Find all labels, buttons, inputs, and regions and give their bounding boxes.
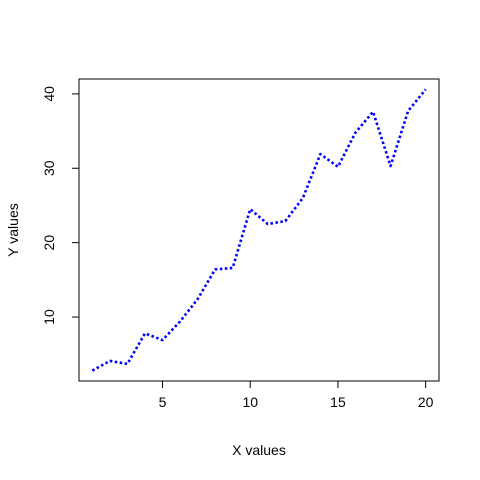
- y-tick-label: 30: [41, 160, 57, 176]
- series-layer: [91, 88, 427, 372]
- x-tick-label: 10: [242, 394, 258, 410]
- plot-frame: [78, 78, 440, 382]
- x-tick-label: 15: [330, 394, 346, 410]
- x-axis-label: X values: [232, 442, 286, 458]
- y-tick-label: 40: [41, 86, 57, 102]
- y-tick-label: 10: [41, 309, 57, 325]
- x-tick-label: 20: [418, 394, 434, 410]
- y-axis: 10 20 30 40: [41, 86, 80, 325]
- x-axis: 5 10 15 20: [159, 380, 434, 410]
- series-line: [91, 88, 427, 372]
- x-tick-label: 5: [159, 394, 167, 410]
- y-tick-label: 20: [41, 235, 57, 251]
- y-axis-label: Y values: [5, 203, 21, 256]
